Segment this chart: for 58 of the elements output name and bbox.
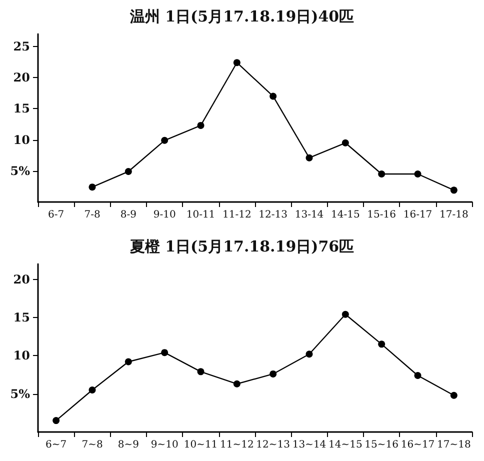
x-tick-label: 12-13 (258, 210, 288, 220)
x-tick-label: 15-16 (367, 210, 396, 220)
point (124, 168, 132, 176)
point (161, 349, 168, 356)
x-tick-label: 11~12 (220, 440, 254, 450)
y-tick-label: 5% (10, 386, 31, 401)
point (342, 310, 349, 318)
x-tick-label: 6-7 (48, 210, 64, 220)
point (197, 368, 204, 376)
point (414, 372, 422, 379)
point (124, 358, 132, 366)
x-tick-label: 8-9 (120, 210, 136, 220)
x-tick-label: 12~13 (256, 440, 290, 450)
point (88, 184, 96, 191)
point (306, 154, 313, 162)
x-tick-label: 7-8 (84, 210, 100, 220)
point (88, 386, 96, 394)
point (378, 340, 386, 348)
x-tick-label: 14-15 (331, 210, 360, 220)
x-tick-label: 16-17 (403, 210, 432, 220)
x-tick-label: 9~10 (150, 440, 178, 450)
point (197, 122, 204, 129)
y-tick-label: 10 (13, 132, 30, 147)
point (270, 370, 277, 378)
x-tick-label: 6~7 (46, 440, 67, 450)
x-tick-label: 13-14 (294, 210, 324, 220)
point (342, 139, 349, 146)
x-tick-label: 9-10 (153, 210, 176, 220)
chart-title: 温州 1日(5月17.18.19日)40匹 (128, 8, 354, 26)
point (52, 417, 60, 424)
y-tick-label: 10 (13, 348, 30, 363)
x-tick-label: 16~17 (400, 440, 435, 450)
y-tick-label: 15 (13, 102, 30, 116)
point (161, 136, 168, 144)
x-tick-label: 17~18 (437, 440, 471, 450)
y-tick-label: 20 (13, 70, 30, 85)
x-tick-label: 13~14 (292, 440, 326, 450)
y-tick-label: 5% (10, 164, 31, 178)
x-tick-label: 15~16 (364, 440, 398, 450)
point (450, 392, 458, 399)
point (233, 59, 240, 66)
y-tick-label: 25 (13, 39, 30, 54)
x-tick-label: 8~9 (118, 440, 139, 450)
chart-title: 夏橙 1日(5月17.18.19日)76匹 (128, 238, 354, 256)
y-tick-label: 15 (13, 310, 30, 324)
x-tick-label: 11-12 (222, 210, 252, 220)
point (233, 380, 240, 388)
point (378, 170, 386, 178)
point (450, 186, 458, 194)
y-tick-label: 20 (13, 272, 30, 286)
point (270, 92, 277, 100)
x-tick-label: 10-11 (186, 210, 216, 220)
x-tick-label: 14~15 (328, 440, 362, 450)
x-tick-label: 17-18 (440, 210, 468, 220)
point (306, 350, 313, 358)
x-tick-label: 7~8 (82, 440, 103, 450)
x-tick-label: 10~11 (184, 440, 218, 450)
point (414, 170, 422, 178)
